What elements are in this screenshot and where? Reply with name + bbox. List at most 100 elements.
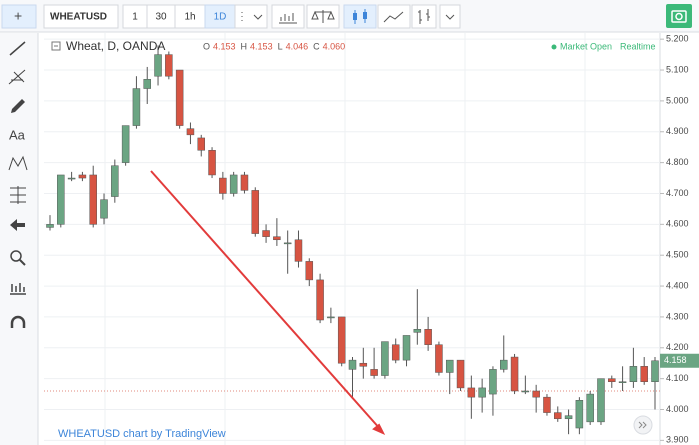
y-tick-label: 4.900 [666, 126, 689, 136]
candle-body [435, 344, 443, 373]
y-tick-label: 4.200 [666, 342, 689, 352]
candle-body [424, 329, 432, 345]
menu-icon [445, 14, 455, 20]
fib-tool[interactable] [8, 69, 26, 85]
remove-tool[interactable] [10, 219, 25, 231]
scroll-button[interactable] [633, 415, 653, 435]
area-icon [383, 11, 404, 23]
collapse-icon[interactable] [51, 41, 61, 51]
crosshair-icon: + [14, 8, 22, 24]
area-button[interactable] [377, 4, 411, 29]
camera-icon [671, 10, 687, 23]
candle-body [46, 224, 54, 228]
candle-body [608, 378, 616, 382]
y-tick-label: 4.800 [666, 157, 689, 167]
candle-body [445, 359, 454, 373]
candle-body [532, 390, 540, 398]
interval: 1D [214, 12, 227, 23]
candle-body [111, 165, 119, 197]
indicators-button[interactable] [271, 4, 305, 29]
symbol-input[interactable] [43, 4, 119, 29]
candle-body [521, 390, 530, 393]
y-tick-label: 4.500 [666, 250, 689, 260]
y-tick-label: 4.000 [666, 404, 689, 414]
candle-body [294, 239, 303, 262]
candle-body [143, 79, 151, 89]
text-tool[interactable]: Aa [9, 127, 26, 142]
candle-body [89, 174, 97, 225]
candle-body [640, 366, 648, 382]
more-icon [241, 12, 263, 21]
candle-body [283, 242, 292, 245]
interval: 1 [132, 12, 138, 23]
measure-tool[interactable] [10, 283, 26, 295]
bars-icon [418, 9, 430, 24]
status-dot [551, 44, 557, 50]
annotation-arrowhead [372, 423, 386, 436]
candle-body [381, 341, 389, 376]
candles-button[interactable] [343, 4, 377, 29]
left-toolbar [0, 33, 38, 445]
zoom-tool[interactable] [10, 250, 22, 262]
candle-body [651, 360, 659, 382]
candle-body [543, 396, 551, 413]
ohlc-value: 4.046 [286, 41, 309, 51]
candle-body [500, 359, 508, 370]
y-tick-label: 3.900 [666, 435, 689, 445]
candle-body [208, 150, 216, 176]
snapshot-button[interactable] [666, 4, 692, 28]
indicators-icon [279, 13, 297, 24]
candle-body [316, 279, 324, 321]
watermark[interactable]: WHEATUSD chart by TradingView [58, 428, 226, 440]
ohlc-key: L [278, 41, 283, 51]
candle-body [456, 359, 465, 389]
y-tick-label: 4.600 [666, 219, 689, 229]
ohlc-value: 4.060 [323, 41, 346, 51]
candle-body [186, 128, 195, 136]
candle-body [575, 400, 584, 429]
candle-body [478, 387, 486, 398]
candle-body [154, 54, 162, 77]
candle-body [629, 366, 638, 382]
candle-body [402, 335, 411, 361]
realtime: Realtime [620, 41, 656, 51]
ohlc-value: 4.153 [213, 41, 236, 51]
candle-body [327, 316, 335, 319]
candle-body [510, 356, 519, 392]
y-tick-label: 4.700 [666, 188, 689, 198]
candle-body [175, 69, 184, 126]
bars-button[interactable] [411, 4, 437, 29]
candle-body [100, 199, 108, 219]
zoom-tool [19, 259, 26, 266]
trendline-tool[interactable] [9, 41, 26, 56]
scroll-icon [638, 421, 647, 429]
interval: 1h [184, 12, 195, 23]
chart-type-menu[interactable] [439, 4, 461, 29]
candle-body [262, 230, 270, 237]
last-price-label: 4.158 [664, 355, 687, 365]
brush-tool[interactable] [11, 99, 25, 113]
candle-body [337, 316, 346, 364]
candle-body [240, 174, 249, 191]
candle-body [78, 174, 87, 179]
candle-body [273, 236, 281, 241]
market-status: Market Open [560, 41, 612, 51]
candle-body [67, 177, 76, 180]
more-intervals[interactable] [234, 4, 268, 29]
ohlc-value: 4.153 [250, 41, 273, 51]
candle-body [197, 137, 205, 151]
candle-body [251, 190, 260, 234]
candle-body [467, 387, 476, 398]
magnet-tool[interactable] [10, 315, 26, 328]
crosshair-button[interactable] [1, 4, 37, 29]
y-tick-label: 4.300 [666, 311, 689, 321]
y-tick-label: 4.100 [666, 373, 689, 383]
pattern-tool[interactable] [8, 155, 28, 171]
compare-icon [311, 10, 335, 23]
ohlc-key: O [203, 41, 210, 51]
candle-body [597, 378, 605, 423]
ohlc-key: C [313, 41, 320, 51]
prediction-tool[interactable] [10, 186, 26, 204]
